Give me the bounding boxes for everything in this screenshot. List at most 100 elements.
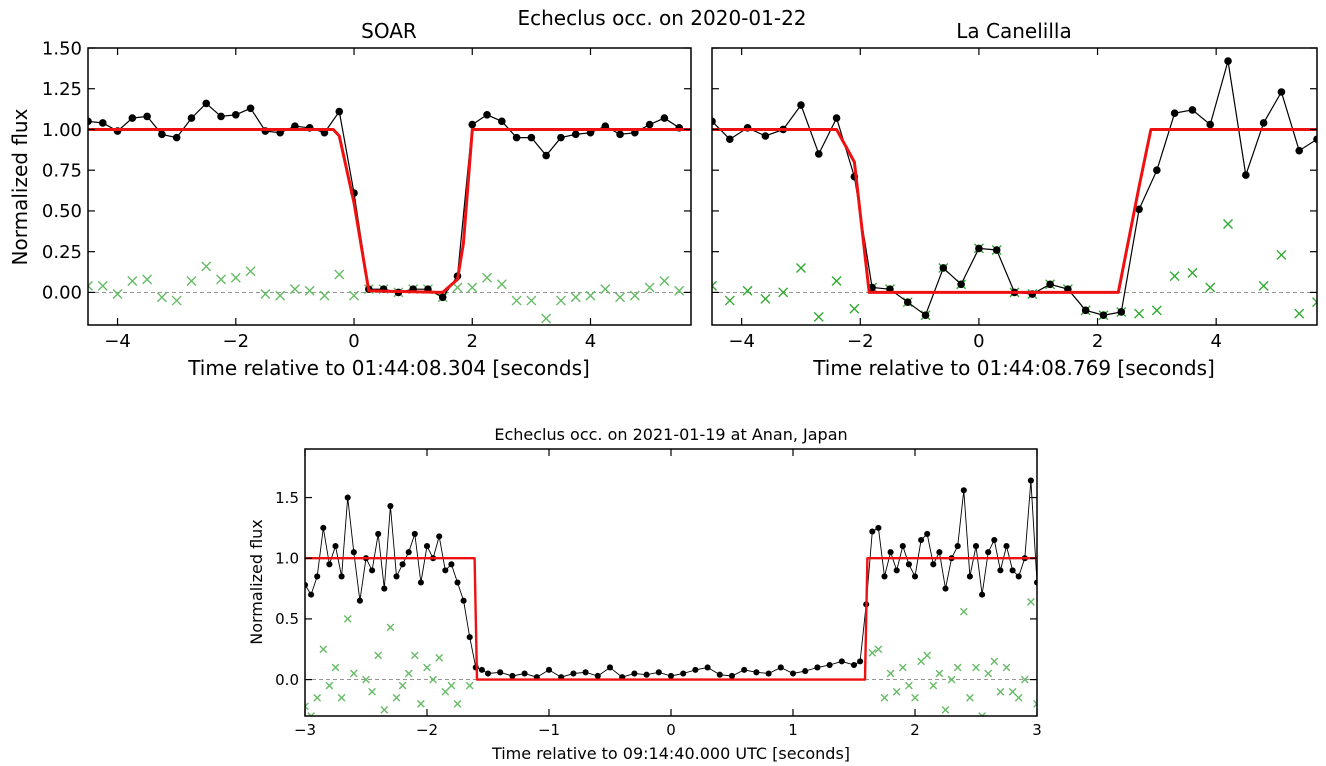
anan-residual-point: [410, 651, 419, 660]
anan-residual-point: [953, 663, 962, 672]
soar-residual-point: [585, 290, 596, 301]
anan-residual-point: [947, 675, 956, 684]
anan-observed-point: [344, 494, 351, 501]
la-canelilla-frame: [711, 47, 1318, 326]
la-canelilla-observed-point: [903, 298, 912, 306]
anan-observed-point: [375, 530, 382, 538]
panel-soar-title: SOAR: [361, 19, 417, 43]
la-canelilla-observed-point: [1259, 119, 1268, 127]
anan-residual-point: [392, 693, 401, 702]
panel-la-canelilla: La Canelilla Time relative to 01:44:08.7…: [812, 19, 1215, 380]
soar-observed-point: [468, 120, 477, 129]
soar-observed-point: [498, 117, 506, 126]
anan-model-line: [305, 557, 1037, 681]
anan-residual-point: [307, 712, 315, 716]
anan-xtick-label: 1: [788, 721, 798, 739]
panel-anan: Echeclus occ. on 2021-01-19 at Anan, Jap…: [247, 425, 850, 763]
soar-residual-point: [97, 280, 108, 291]
soar-xtick-label: 2: [467, 331, 478, 352]
anan-residual-point: [1008, 687, 1017, 696]
anan-observed-point: [405, 549, 412, 556]
anan-observed-point: [985, 549, 992, 556]
soar-residual-point: [541, 313, 552, 324]
anan-observed-point: [631, 670, 638, 677]
panel-soar-ylabel: Normalized flux: [8, 108, 32, 265]
la-canelilla-residual-point: [1294, 308, 1305, 319]
la-canelilla-observed-point: [1117, 308, 1126, 316]
anan-residual-point: [911, 693, 919, 702]
soar-observed-point: [512, 133, 521, 142]
la-canelilla-observed-point: [832, 114, 841, 122]
soar-residual-point: [511, 295, 522, 306]
soar-residual-point: [349, 290, 360, 301]
la-canelilla-residual-point: [795, 262, 806, 273]
soar-residual-point: [201, 261, 212, 272]
anan-observed-point: [326, 561, 333, 568]
anan-residual-point: [435, 653, 444, 662]
la-canelilla-xtick-label: −4: [728, 331, 755, 352]
anan-observed-point: [960, 487, 967, 494]
panel-anan-title: Echeclus occ. on 2021-01-19 at Anan, Jap…: [494, 425, 847, 444]
anan-observed-point: [899, 543, 906, 550]
anan-residual-point: [1014, 693, 1023, 702]
anan-residual-point: [404, 669, 413, 678]
soar-ytick-label: 0.75: [42, 161, 82, 182]
anan-residual-point: [996, 687, 1005, 696]
anan-residual-point: [465, 681, 474, 690]
anan-residual-point: [380, 706, 389, 714]
anan-observed-point: [704, 664, 711, 671]
soar-frame: [87, 47, 692, 326]
anan-xtick-label: −3: [294, 721, 316, 739]
la-canelilla-residual-point: [1134, 308, 1145, 319]
panel-anan-xlabel: Time relative to 09:14:40.000 UTC [secon…: [491, 744, 850, 763]
anan-residual-point: [398, 681, 407, 690]
anan-observed-point: [911, 573, 919, 580]
anan-residual-point: [1033, 699, 1037, 708]
la-canelilla-observed-line: [712, 60, 1317, 317]
la-canelilla-observed-point: [761, 132, 770, 140]
anan-residual-point: [863, 722, 870, 729]
anan-observed-point: [954, 543, 961, 550]
anan-plot-area: [305, 477, 1037, 729]
anan-observed-point: [777, 664, 784, 671]
soar-observed-point: [98, 119, 107, 127]
anan-residual-point: [886, 669, 895, 678]
la-canelilla-xtick-label: 0: [973, 331, 984, 352]
soar-residual-point: [289, 284, 300, 295]
anan-residual-point: [313, 693, 322, 702]
anan-residual-point: [362, 675, 370, 684]
anan-observed-point: [381, 585, 388, 592]
soar-observed-point: [645, 120, 654, 129]
soar-residual-point: [467, 282, 478, 293]
anan-residual-point: [898, 663, 907, 672]
anan-observed-point: [497, 669, 504, 676]
la-canelilla-observed-point: [1313, 135, 1317, 144]
panel-la-canelilla-title: La Canelilla: [956, 19, 1071, 43]
la-canelilla-observed-point: [975, 244, 983, 253]
anan-residual-point: [429, 675, 437, 684]
soar-observed-point: [231, 111, 240, 119]
la-canelilla-observed-point: [1135, 205, 1143, 214]
anan-plot: −3 −2 −1 0 1 2 3 0.0 0.5 1.0 1.5: [275, 448, 1042, 739]
anan-observed-point: [466, 634, 473, 641]
la-canelilla-observed-point: [797, 101, 805, 109]
anan-xtick-label: 0: [666, 721, 676, 739]
soar-observed-point: [217, 112, 225, 121]
soar-xtick-label: −4: [104, 331, 131, 352]
anan-xtick-label: −1: [538, 721, 560, 739]
anan-observed-point: [1015, 573, 1022, 580]
anan-observed-point: [387, 502, 394, 510]
la-canelilla-observed-point: [1277, 88, 1286, 96]
anan-observed-point: [979, 591, 986, 598]
la-canelilla-observed-point: [939, 264, 948, 272]
soar-residual-point: [600, 284, 611, 295]
soar-residual-point: [334, 269, 345, 280]
anan-observed-point: [838, 658, 845, 665]
anan-residual-point: [905, 681, 913, 690]
anan-observed-point: [966, 573, 973, 580]
anan-observed-point: [680, 670, 687, 677]
soar-xtick-label: 4: [585, 331, 596, 352]
anan-residual-point: [357, 719, 364, 726]
anan-residual-point: [374, 651, 383, 660]
soar-residual-point: [674, 285, 685, 296]
